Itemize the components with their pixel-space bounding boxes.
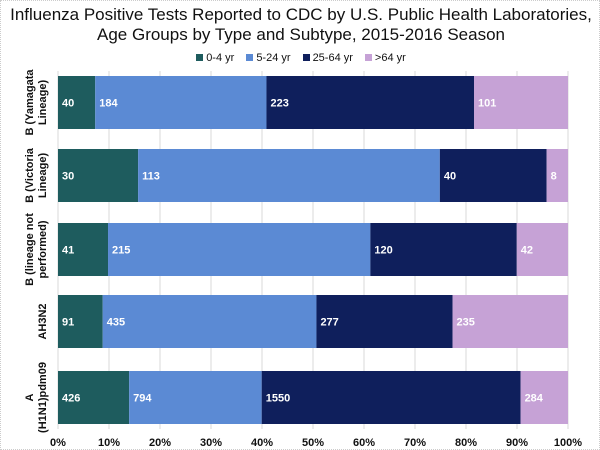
- bar-segment: [58, 371, 130, 424]
- bar-segment: [58, 223, 109, 276]
- data-label: 120: [374, 245, 392, 257]
- legend-label: >64 yr: [374, 52, 406, 64]
- bar-segment: [516, 223, 568, 276]
- bar-segment: [266, 76, 475, 129]
- legend-swatch: [302, 54, 310, 61]
- legend-label: 0-4 yr: [206, 52, 235, 64]
- data-label: 1550: [266, 393, 290, 405]
- bar-segment: [58, 295, 103, 348]
- data-label: 113: [142, 171, 160, 183]
- legend-item: 25-64 yr: [302, 52, 353, 64]
- data-label: 42: [521, 245, 533, 257]
- data-label: 235: [457, 317, 475, 329]
- legend-label: 5-24 yr: [256, 52, 291, 64]
- data-label: 41: [62, 245, 74, 257]
- data-label: 223: [270, 98, 288, 110]
- data-label: 284: [525, 393, 544, 405]
- x-tick-label: 30%: [200, 437, 222, 449]
- data-label: 40: [444, 171, 456, 183]
- bar-segment: [138, 149, 440, 202]
- category-label: A(H1N1)pdm09: [24, 362, 49, 433]
- bar-segment: [108, 223, 371, 276]
- data-label: 215: [112, 245, 130, 257]
- chart-title: Influenza Positive Tests Reported to CDC…: [10, 5, 592, 44]
- legend-swatch: [196, 54, 204, 61]
- x-tick-label: 60%: [353, 437, 375, 449]
- legend-swatch: [246, 54, 254, 61]
- x-tick-label: 100%: [554, 437, 582, 449]
- legend: 0-4 yr 5-24 yr 25-64 yr >64 yr: [1, 52, 599, 64]
- legend-swatch: [364, 54, 372, 61]
- data-label: 426: [62, 393, 80, 405]
- bar-segment: [95, 76, 267, 129]
- x-tick-label: 10%: [98, 437, 120, 449]
- data-label: 91: [62, 317, 74, 329]
- category-label: B (lineage notperformed): [24, 213, 49, 286]
- legend-item: >64 yr: [364, 52, 406, 64]
- data-label: 101: [478, 98, 496, 110]
- bar-segment: [439, 149, 547, 202]
- data-label: 40: [62, 98, 74, 110]
- data-label: 30: [62, 171, 74, 183]
- x-tick-label: 0%: [50, 437, 66, 449]
- bar-segment: [129, 371, 262, 424]
- category-label: AH3N2: [37, 303, 49, 339]
- category-label: B (YamagataLineage): [24, 69, 49, 136]
- data-label: 8: [551, 171, 557, 183]
- bar-segment: [261, 371, 521, 424]
- bar-segment: [58, 149, 139, 202]
- data-label: 184: [99, 98, 118, 110]
- bar-segment: [58, 76, 96, 129]
- data-label: 794: [133, 393, 152, 405]
- bar-segment: [370, 223, 517, 276]
- bar-segment: [474, 76, 568, 129]
- x-tick-label: 70%: [404, 437, 426, 449]
- bar-segment: [102, 295, 317, 348]
- x-tick-label: 50%: [302, 437, 324, 449]
- data-label: 277: [320, 317, 338, 329]
- category-label: B (VictoriaLineage): [24, 147, 49, 203]
- bar-segment: [546, 149, 568, 202]
- x-tick-label: 40%: [251, 437, 273, 449]
- bar-segment: [452, 295, 568, 348]
- legend-item: 5-24 yr: [246, 52, 291, 64]
- legend-item: 0-4 yr: [196, 52, 234, 64]
- x-tick-label: 80%: [455, 437, 477, 449]
- x-tick-label: 90%: [506, 437, 528, 449]
- bar-segment: [520, 371, 568, 424]
- legend-label: 25-64 yr: [312, 52, 353, 64]
- x-tick-label: 20%: [149, 437, 171, 449]
- data-label: 435: [107, 317, 125, 329]
- bar-segment: [316, 295, 453, 348]
